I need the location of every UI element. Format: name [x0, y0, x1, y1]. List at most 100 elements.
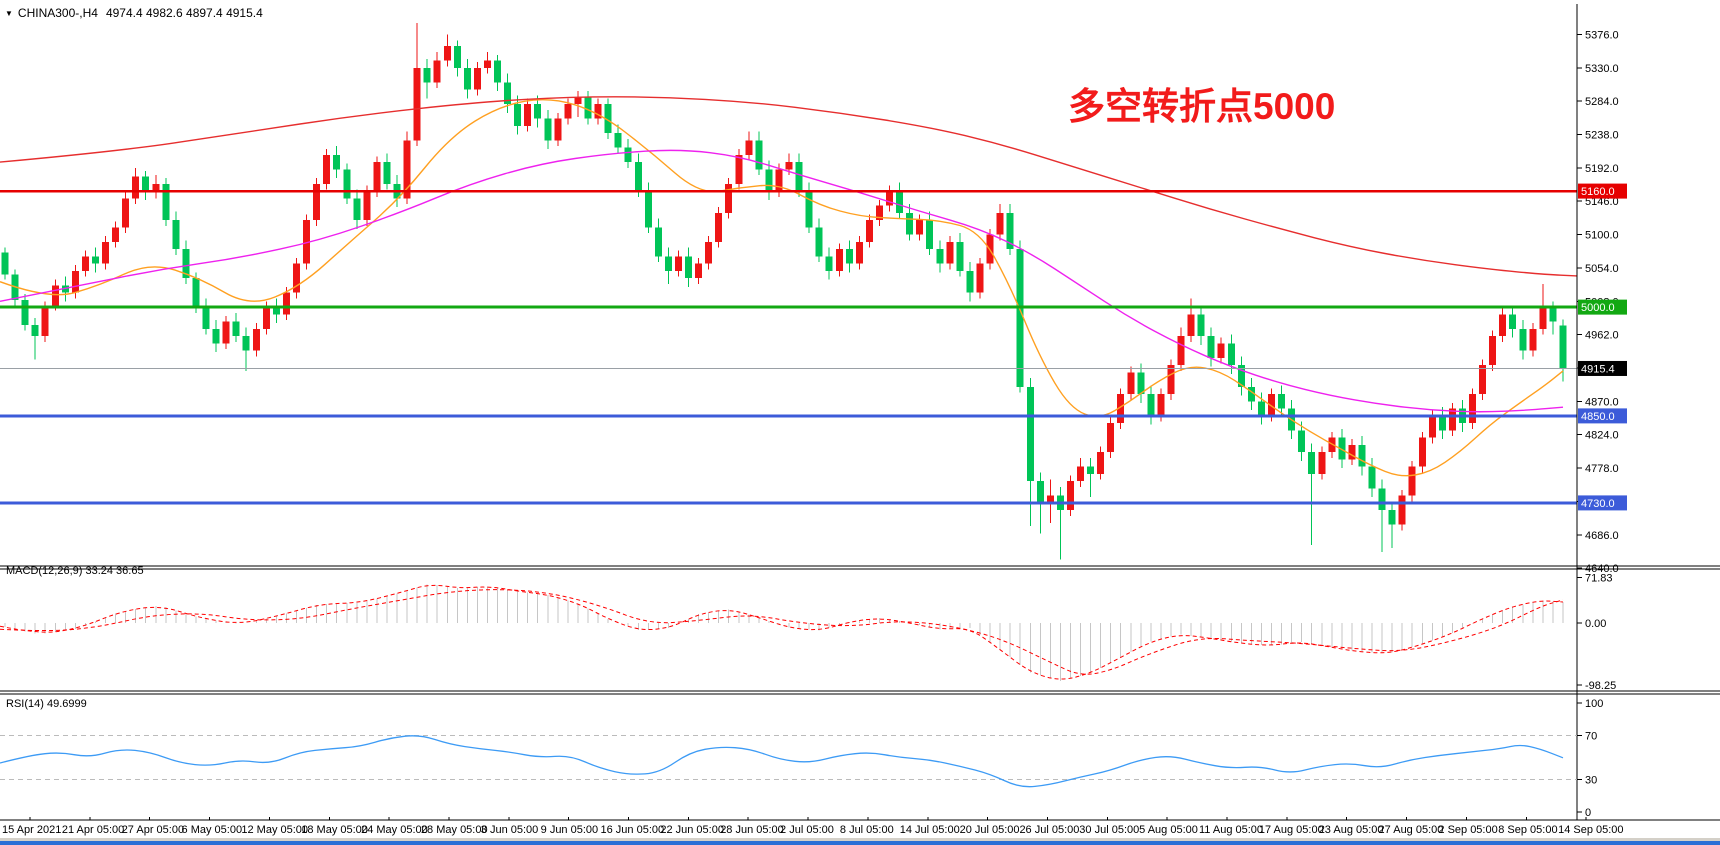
candle-body: [1358, 444, 1366, 467]
candle-body: [604, 104, 612, 134]
candle-body: [514, 104, 522, 126]
time-label: 16 Jun 05:00: [600, 824, 665, 836]
candle-body: [1197, 314, 1205, 337]
annotation-text[interactable]: 多空转折点5000: [1068, 86, 1336, 127]
candle-body: [1187, 314, 1195, 337]
macd-signal-line: [0, 589, 1564, 675]
candle-body: [413, 67, 421, 141]
candle-body: [1268, 394, 1276, 416]
candle-body: [906, 212, 914, 235]
candle-body: [1237, 365, 1245, 387]
candle-body: [504, 82, 512, 105]
price-badge-label: 4730.0: [1581, 498, 1615, 510]
candle-body: [1298, 430, 1306, 453]
candle-body: [725, 183, 733, 213]
candle-body: [1509, 314, 1517, 329]
candle-body: [292, 263, 300, 293]
candle-body: [664, 256, 672, 271]
candle-body: [916, 220, 924, 235]
time-label: 26 Jul 05:00: [1019, 824, 1080, 836]
candle-body: [81, 256, 89, 271]
candle-body: [473, 67, 481, 90]
time-label: 8 Sep 05:00: [1498, 824, 1558, 836]
window-bottom-strip: [0, 838, 1720, 841]
candle-body: [303, 220, 311, 264]
time-label: 14 Sep 05:00: [1558, 824, 1624, 836]
candle-body: [1328, 437, 1336, 453]
candle-body: [102, 241, 110, 264]
time-label: 28 Jun 05:00: [720, 824, 784, 836]
time-axis[interactable]: 15 Apr 2021 21 Apr 05:00 27 Apr 05:00 6 May…: [0, 824, 1720, 838]
candle-body: [825, 256, 833, 271]
candle-body: [886, 191, 894, 206]
price-tick-label: 5054.0: [1585, 263, 1619, 275]
candle-body: [564, 104, 572, 119]
candle-body: [795, 162, 803, 192]
symbol-dropdown-icon[interactable]: ▼: [5, 9, 13, 18]
time-label: 2 Sep 05:00: [1438, 824, 1498, 836]
price-tick-label: 4686.0: [1585, 530, 1619, 542]
candle-body: [1207, 336, 1215, 358]
time-label: 23 Aug 05:00: [1318, 824, 1384, 836]
price-tick-label: 5192.0: [1585, 163, 1619, 175]
candle-body: [1539, 307, 1547, 329]
candle-body: [1469, 394, 1477, 424]
candle-body: [1549, 307, 1557, 322]
price-tick-label: 4778.0: [1585, 463, 1619, 475]
time-label: 12 May 05:00: [241, 824, 309, 836]
time-label: 27 Aug 05:00: [1378, 824, 1444, 836]
time-label: 3 Jun 05:00: [480, 824, 539, 836]
candle-body: [1438, 415, 1446, 431]
rsi-tick-label: 0: [1585, 807, 1591, 819]
candle-body: [1087, 466, 1095, 474]
price-badge: [1578, 183, 1627, 199]
candle-body: [1448, 408, 1456, 431]
candle-body: [1308, 452, 1316, 474]
price-tick-label: 4640.0: [1585, 563, 1619, 575]
candle-body: [1016, 249, 1024, 387]
rsi-indicator-label: RSI(14) 49.6999: [6, 698, 87, 710]
candle-body: [745, 140, 753, 155]
time-label: 8 Jul 05:00: [839, 824, 894, 836]
candle-body: [21, 299, 29, 326]
candle-body: [936, 249, 944, 264]
price-badge: [1578, 495, 1627, 511]
candle-body: [614, 133, 622, 148]
candle-body: [966, 270, 974, 293]
candle-body: [1036, 481, 1044, 503]
price-badge: [1578, 360, 1627, 376]
candle-body: [453, 46, 461, 68]
candle-body: [1418, 437, 1426, 467]
candle-body: [91, 256, 99, 264]
macd-indicator-label: MACD(12,26,9) 33.24 36.65: [6, 565, 144, 577]
candle-body: [1388, 510, 1396, 525]
candle-body: [282, 292, 290, 315]
price-tick-label: 5330.0: [1585, 63, 1619, 75]
candle-body: [574, 96, 582, 105]
time-label: 21 Apr 05:00: [61, 824, 125, 836]
candle-body: [875, 205, 883, 221]
candle-body: [433, 60, 441, 83]
candle-body: [755, 140, 763, 170]
candle-body: [1157, 394, 1165, 416]
candle-body: [443, 46, 451, 61]
rsi-tick-label: 30: [1585, 774, 1597, 786]
price-badge: [1578, 299, 1627, 315]
candle-body: [1348, 444, 1356, 460]
fast-ma-line: [0, 98, 1564, 477]
candle-body: [896, 191, 904, 213]
candle-body: [333, 154, 341, 170]
candle-body: [192, 278, 200, 308]
slow-ma-line: [0, 96, 1578, 277]
candle-body: [1428, 415, 1436, 438]
candle-body: [1378, 488, 1386, 511]
macd-tick-label: 71.83: [1585, 573, 1613, 585]
candle-body: [1489, 336, 1497, 366]
candle-body: [1127, 372, 1135, 395]
candle-body: [1227, 343, 1235, 366]
candle-body: [584, 96, 592, 119]
candle-body: [976, 263, 984, 293]
price-badge-label: 4915.4: [1581, 363, 1615, 375]
